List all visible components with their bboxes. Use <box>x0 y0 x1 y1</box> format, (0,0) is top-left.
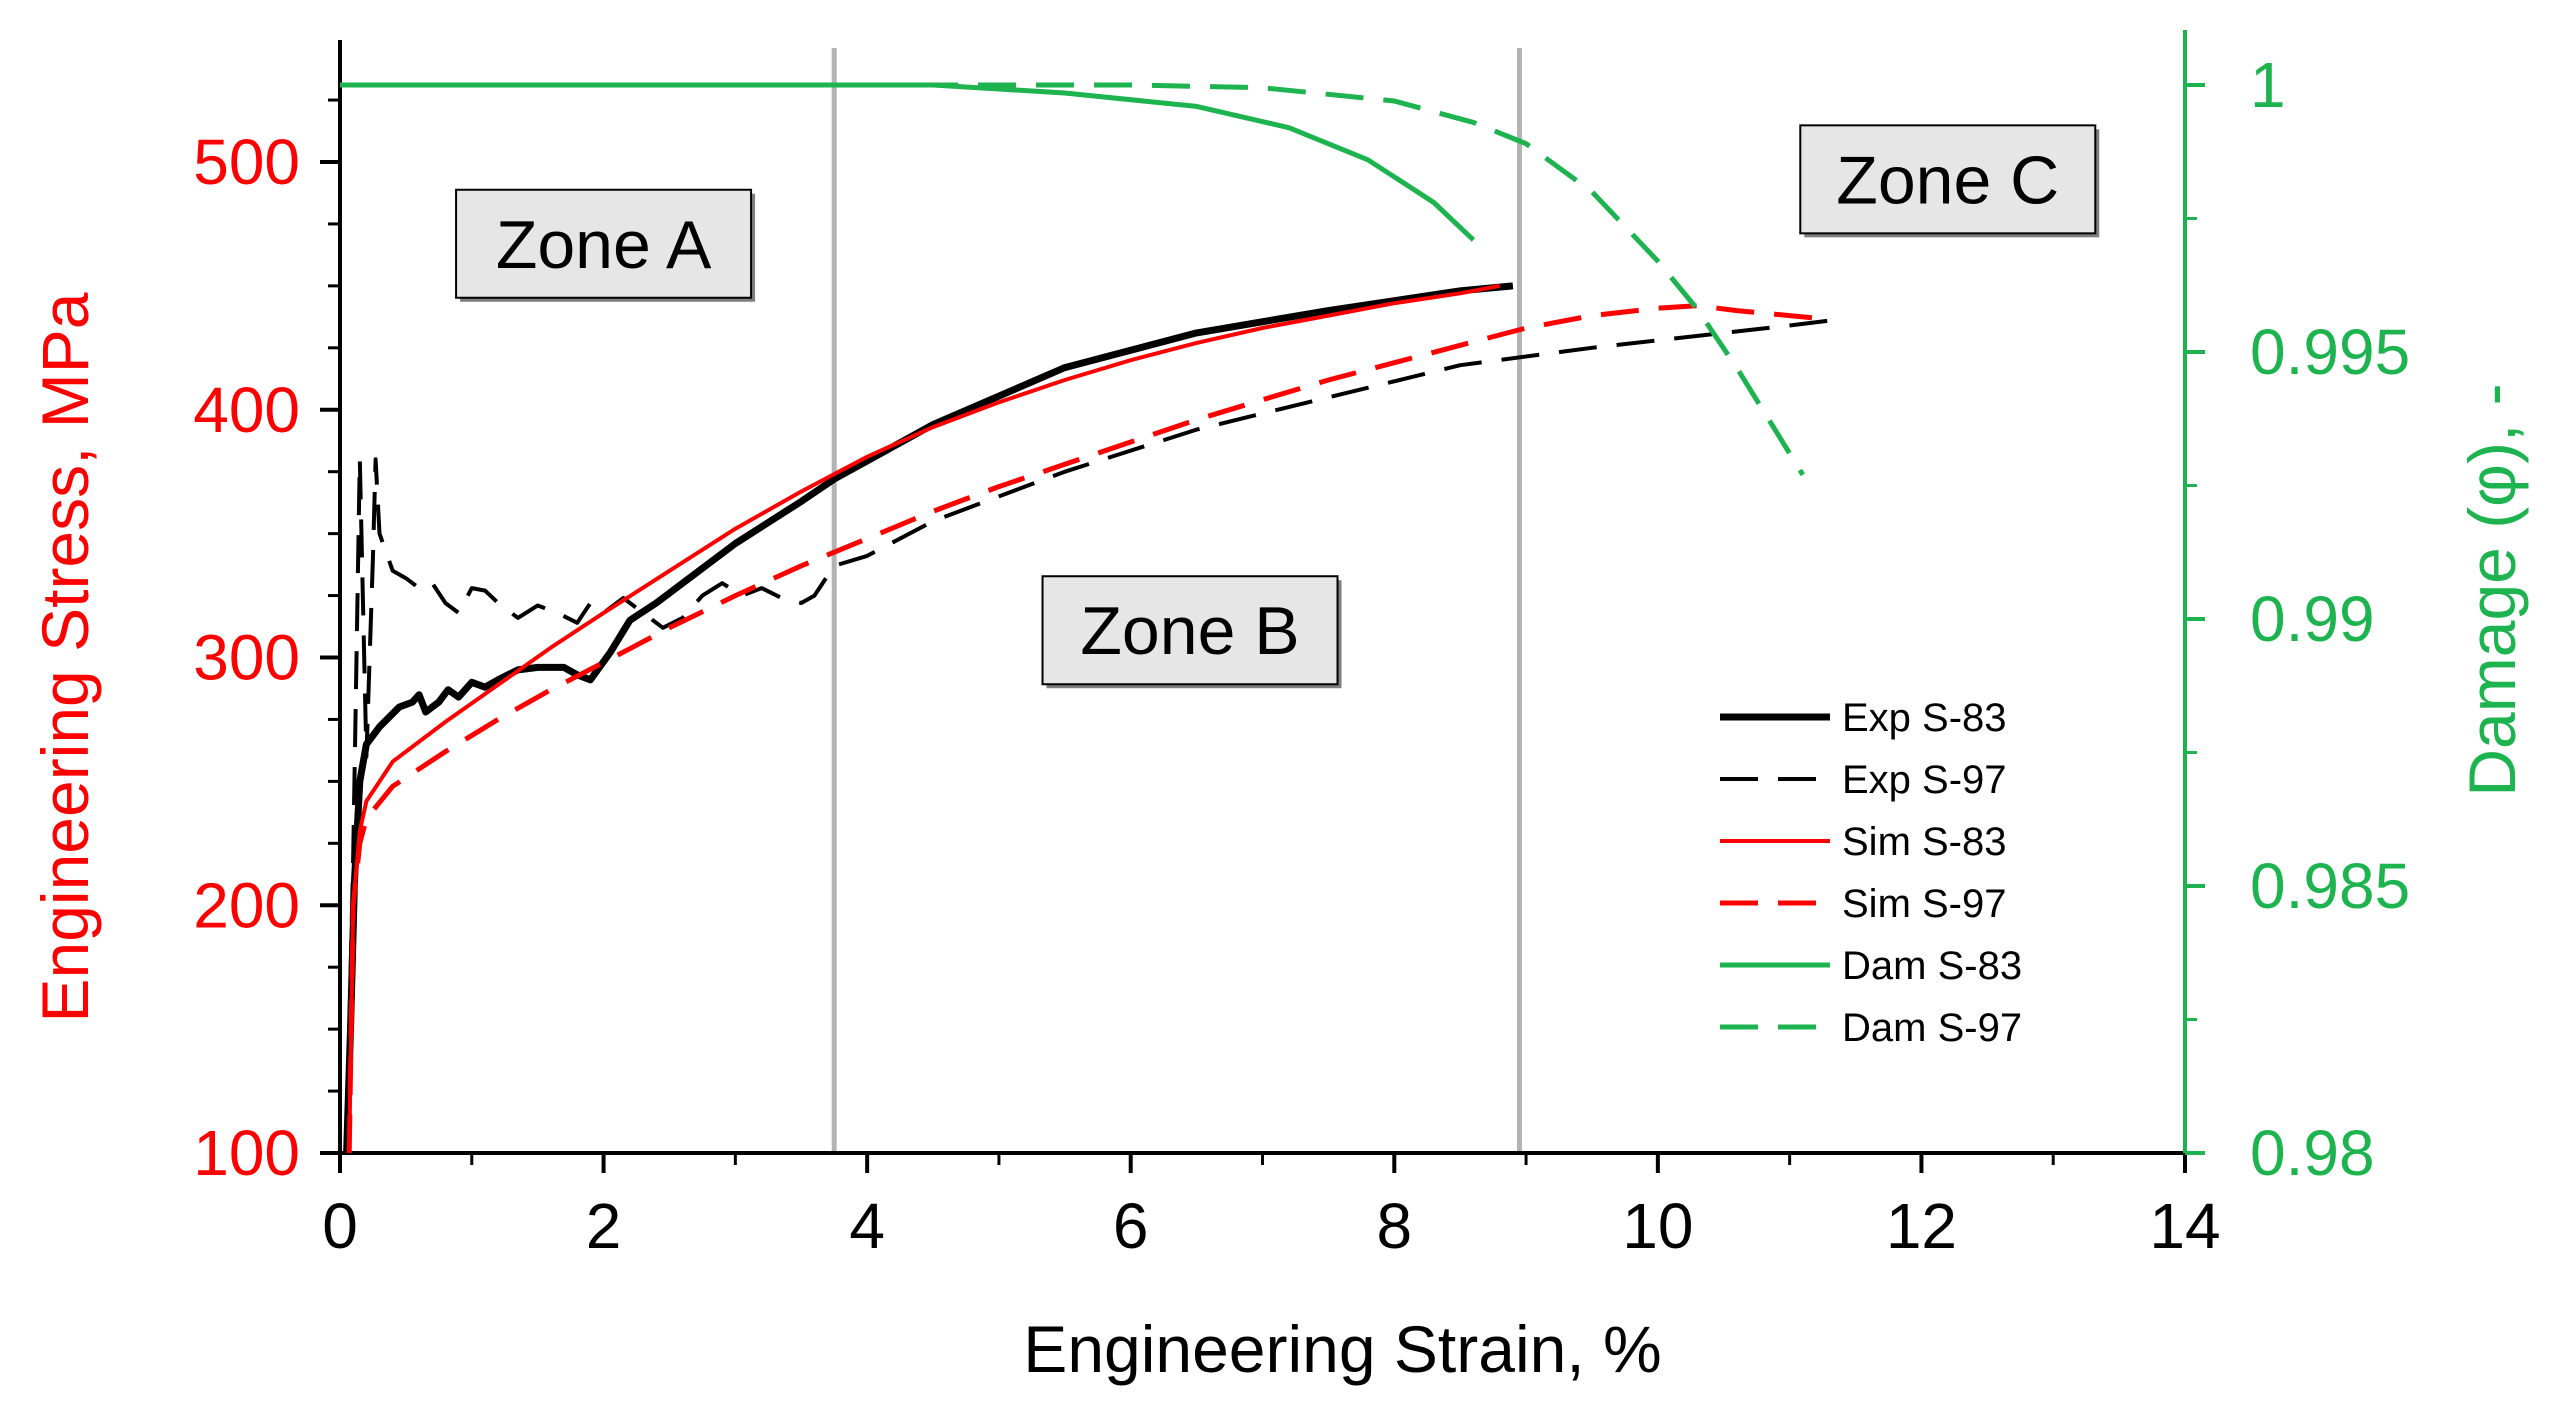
series-line-exp-s-97 <box>344 318 1830 1154</box>
x-tick-label: 12 <box>1886 1190 1957 1262</box>
right-y-tick-label: 1 <box>2250 49 2286 121</box>
x-axis-title: Engineering Strain, % <box>1023 1312 1661 1386</box>
zone-label-box <box>1041 575 1339 686</box>
right-y-tick-label: 0.995 <box>2250 316 2410 388</box>
left-y-tick-label: 400 <box>193 374 300 446</box>
left-y-tick-label: 500 <box>193 126 300 198</box>
right-y-tick-label: 0.985 <box>2250 850 2410 922</box>
right-y-tick-label: 0.99 <box>2250 583 2375 655</box>
zone-label: Zone B <box>1080 593 1299 669</box>
series-line-exp-s-83 <box>343 282 1514 1154</box>
series-line-dam-s-97 <box>340 82 1805 477</box>
left-y-tick-label: 300 <box>193 622 300 694</box>
zone-label-box <box>1799 124 2097 235</box>
legend-label: Dam S-97 <box>1842 1006 2022 1050</box>
x-tick-label: 2 <box>586 1190 622 1262</box>
zone-label-box <box>455 188 753 299</box>
zone-label: Zone C <box>1836 142 2059 218</box>
series-line-sim-s-97 <box>346 303 1817 1154</box>
x-tick-label: 10 <box>1622 1190 1693 1262</box>
legend-label: Exp S-97 <box>1842 758 2007 802</box>
series-line-sim-s-83 <box>347 283 1501 1154</box>
right-y-axis-title: Damage (φ), - <box>2455 383 2529 796</box>
x-tick-label: 8 <box>1376 1190 1412 1262</box>
legend-label: Sim S-97 <box>1842 882 2007 926</box>
legend-label: Exp S-83 <box>1842 696 2007 740</box>
x-tick-label: 14 <box>2149 1190 2220 1262</box>
x-tick-label: 6 <box>1113 1190 1149 1262</box>
right-y-tick-label: 0.98 <box>2250 1117 2375 1189</box>
x-tick-label: 0 <box>322 1190 358 1262</box>
x-tick-label: 4 <box>849 1190 885 1262</box>
left-y-axis-title: Engineering Stress, MPa <box>28 292 102 1022</box>
legend-label: Sim S-83 <box>1842 820 2007 864</box>
left-y-tick-label: 100 <box>193 1117 300 1189</box>
left-y-tick-label: 200 <box>193 869 300 941</box>
zone-label: Zone A <box>496 207 712 283</box>
legend-label: Dam S-83 <box>1842 944 2022 988</box>
